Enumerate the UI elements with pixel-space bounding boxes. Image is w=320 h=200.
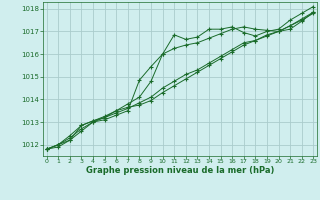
X-axis label: Graphe pression niveau de la mer (hPa): Graphe pression niveau de la mer (hPa) [86, 166, 274, 175]
